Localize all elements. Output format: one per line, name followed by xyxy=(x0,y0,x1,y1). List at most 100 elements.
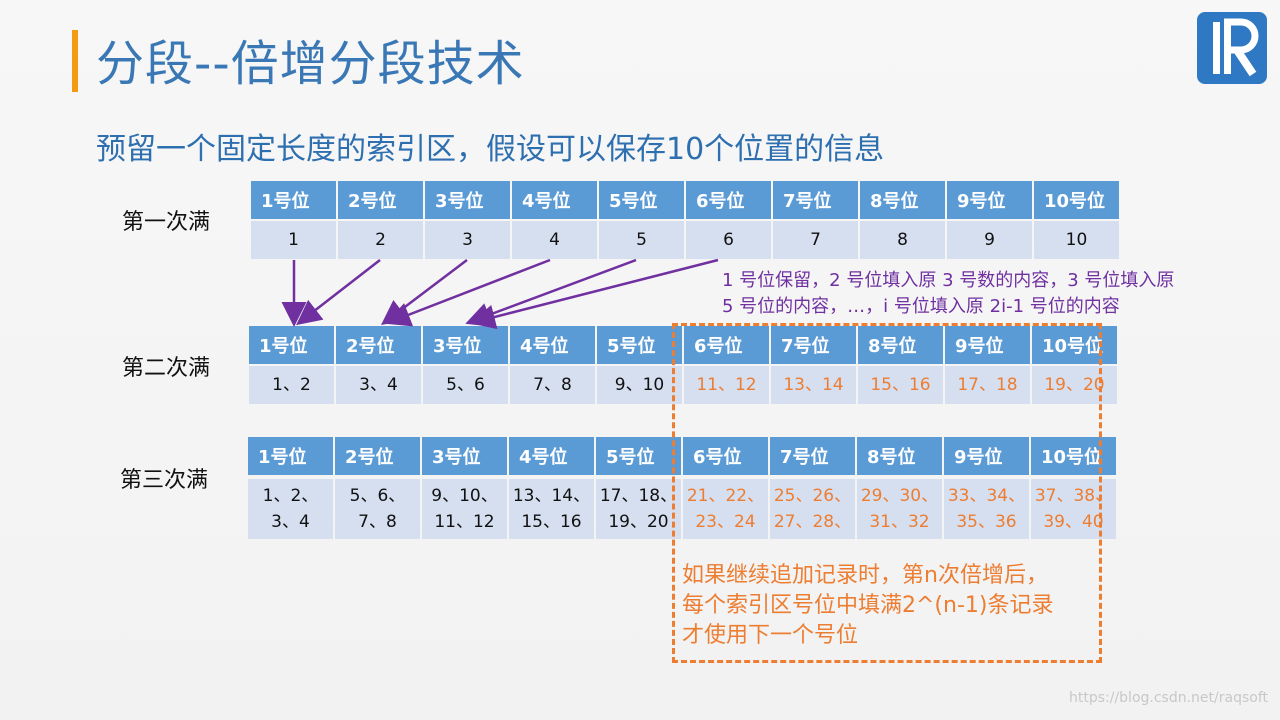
slot-value: 19、20 xyxy=(1032,366,1117,404)
slot-header: 7号位 xyxy=(773,181,858,219)
slot-value-line: 13、14、 xyxy=(512,486,591,506)
slot-value: 3 xyxy=(425,221,510,259)
slot-value: 10 xyxy=(1034,221,1119,259)
raqsoft-logo xyxy=(1197,12,1267,84)
slot-value-line: 3、4 xyxy=(359,375,398,395)
slot-header: 10号位 xyxy=(1034,181,1119,219)
slot-value: 7 xyxy=(773,221,858,259)
slot-value: 8 xyxy=(860,221,945,259)
slot-value-line: 15、16 xyxy=(870,375,931,395)
row-label-third: 第三次满 xyxy=(120,468,209,493)
subtitle: 预留一个固定长度的索引区，假设可以保存10个位置的信息 xyxy=(96,132,885,167)
slot-value-line: 15、16 xyxy=(521,512,582,532)
slot-value: 5、6 xyxy=(423,366,508,404)
slot-header: 2号位 xyxy=(336,326,421,364)
index-table-third: 1号位 2号位 3号位 4号位 5号位 6号位 7号位 8号位 9号位 10号位 1、2、 3、4 5、… xyxy=(248,437,1116,539)
slot-value-line: 9 xyxy=(984,230,995,250)
slot-value-line: 39、40 xyxy=(1043,512,1104,532)
highlight-dashed-box xyxy=(672,323,1102,663)
slot-value-line: 1 xyxy=(288,230,299,250)
slot-header: 8号位 xyxy=(860,181,945,219)
slot-header: 8号位 xyxy=(857,437,942,475)
slot-value: 17、18、 19、20 xyxy=(596,479,681,539)
arrow-2-to-1 xyxy=(296,259,381,326)
slot-header: 10号位 xyxy=(1032,326,1117,364)
conclusion-line: 如果继续追加记录时，第n次倍增后， xyxy=(682,563,1048,588)
slot-value-line: 13、14 xyxy=(783,375,844,395)
slot-value: 9、10、 11、12 xyxy=(422,479,507,539)
page-title: 分段--倍增分段技术 xyxy=(96,36,525,92)
transfer-note-line: 1 号位保留，2 号位填入原 3 号数的内容，3 号位填入原 xyxy=(722,270,1175,291)
slot-value-line: 7 xyxy=(810,230,821,250)
slot-value-line: 19、20 xyxy=(608,512,669,532)
slot-value: 1、2、 3、4 xyxy=(248,479,333,539)
slot-value-line: 4 xyxy=(549,230,560,250)
slot-value-line: 25、26、 xyxy=(773,486,852,506)
slot-header: 7号位 xyxy=(771,326,856,364)
watermark: https://blog.csdn.net/raqsoft xyxy=(1068,690,1268,706)
row-label-second: 第二次满 xyxy=(122,356,211,381)
arrow-5-to-3 xyxy=(465,258,637,327)
slot-header: 3号位 xyxy=(423,326,508,364)
slot-value: 25、26、 27、28、 xyxy=(770,479,855,539)
slot-value: 13、14 xyxy=(771,366,856,404)
slot-value-line: 11、12 xyxy=(434,512,495,532)
transfer-note-line: 5 号位的内容，…，i 号位填入原 2i-1 号位的内容 xyxy=(722,296,1120,317)
slot-value-line: 33、34、 xyxy=(947,486,1026,506)
slot-value-line: 19、20 xyxy=(1044,375,1105,395)
slot-value-line: 9、10、 xyxy=(431,486,498,506)
slot-header: 2号位 xyxy=(335,437,420,475)
slot-value-line: 5、6、 xyxy=(349,486,406,506)
slot-header: 1号位 xyxy=(251,181,336,219)
slot-value: 2 xyxy=(338,221,423,259)
slot-value-line: 21、22、 xyxy=(686,486,765,506)
conclusion-line: 每个索引区号位中填满2^(n-1)条记录 xyxy=(682,593,1054,618)
slot-header: 9号位 xyxy=(944,437,1029,475)
slot-value-line: 1、2、 xyxy=(262,486,319,506)
slot-header: 3号位 xyxy=(422,437,507,475)
transfer-note: 1 号位保留，2 号位填入原 3 号数的内容，3 号位填入原 5 号位的内容，…… xyxy=(722,268,1174,320)
slot-value-line: 5、6 xyxy=(446,375,485,395)
conclusion-note: 如果继续追加记录时，第n次倍增后， 每个索引区号位中填满2^(n-1)条记录 才… xyxy=(682,561,1053,651)
slot-header: 9号位 xyxy=(945,326,1030,364)
index-table-second: 1号位 2号位 3号位 4号位 5号位 6号位 7号位 8号位 9号位 10号位 1、2 3、4 5、6… xyxy=(249,326,1117,404)
slot-value-line: 31、32 xyxy=(869,512,930,532)
slot-header: 9号位 xyxy=(947,181,1032,219)
slot-value: 13、14、 15、16 xyxy=(509,479,594,539)
slot-value-line: 2 xyxy=(375,230,386,250)
slot-header: 4号位 xyxy=(512,181,597,219)
slot-header: 1号位 xyxy=(248,437,333,475)
slot-header: 7号位 xyxy=(770,437,855,475)
slot-header: 8号位 xyxy=(858,326,943,364)
slot-value: 4 xyxy=(512,221,597,259)
slot-value-line: 17、18、 xyxy=(599,486,678,506)
slot-value-line: 23、24 xyxy=(695,512,756,532)
arrow-3-to-2 xyxy=(381,259,468,326)
slot-value-line: 5 xyxy=(636,230,647,250)
slot-value: 7、8 xyxy=(510,366,595,404)
slot-value: 6 xyxy=(686,221,771,259)
slot-value-line: 10 xyxy=(1065,230,1088,250)
title-accent-bar xyxy=(72,30,78,92)
slot-value: 5 xyxy=(599,221,684,259)
slot-value: 33、34、 35、36 xyxy=(944,479,1029,539)
slot-value-line: 1、2 xyxy=(272,375,311,395)
conclusion-line: 才使用下一个号位 xyxy=(682,623,859,648)
slot-value: 17、18 xyxy=(945,366,1030,404)
slot-value-line: 35、36 xyxy=(956,512,1017,532)
slot-value-line: 9、10 xyxy=(614,375,665,395)
slot-header: 5号位 xyxy=(599,181,684,219)
slot-value-line: 29、30、 xyxy=(860,486,939,506)
arrow-6-to-3 xyxy=(470,258,719,330)
slot-value: 9、10 xyxy=(597,366,682,404)
slot-value-line: 7、8 xyxy=(358,512,397,532)
slot-value: 5、6、 7、8 xyxy=(335,479,420,539)
slot-value: 21、22、 23、24 xyxy=(683,479,768,539)
slot-header: 5号位 xyxy=(597,326,682,364)
slot-value: 1、2 xyxy=(249,366,334,404)
slot-value-line: 3、4 xyxy=(271,512,310,532)
slot-value-line: 3 xyxy=(462,230,473,250)
slot-value-line: 27、28、 xyxy=(773,512,852,532)
slot-header: 5号位 xyxy=(596,437,681,475)
slot-header: 6号位 xyxy=(683,437,768,475)
